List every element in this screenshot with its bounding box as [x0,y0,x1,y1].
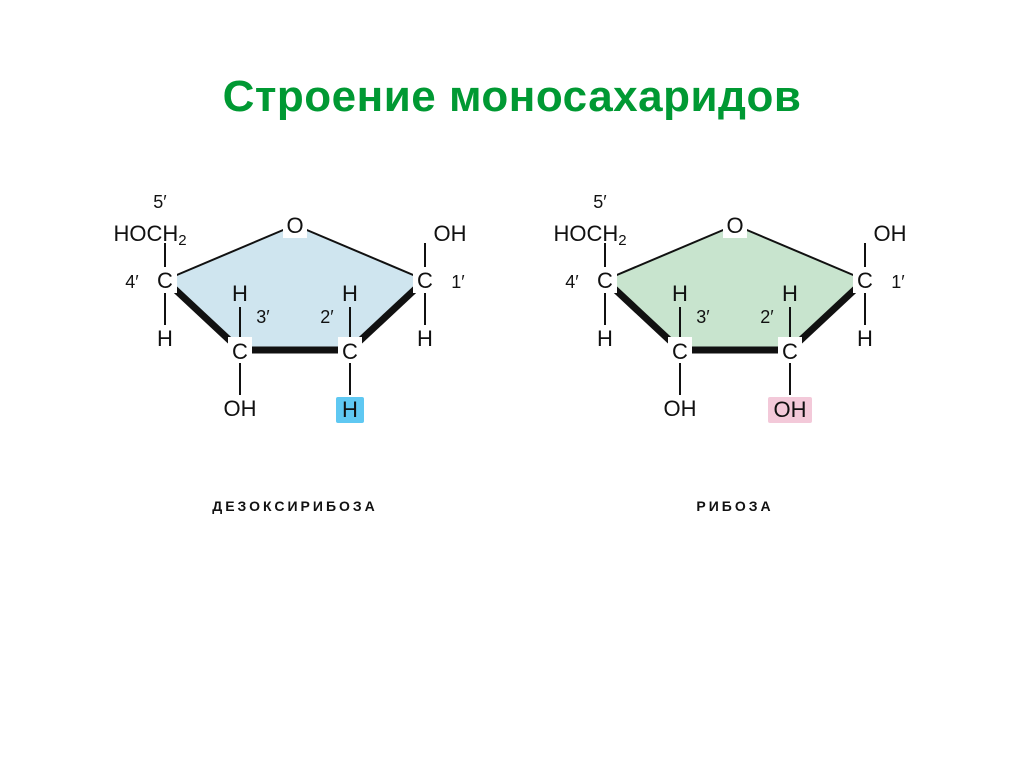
label-2prime: 2′ [760,307,774,327]
atom-H: H [857,326,873,351]
atom-OH: OH [434,221,467,246]
atom-OH: OH [664,396,697,421]
label-4prime: 4′ [565,272,579,292]
caption-ribose: РИБОЗА [540,498,930,514]
atom-H: H [232,281,248,306]
structure-ribose: O C OH H 1′ C HOCH2 5′ H 4′ C H OH 3′ C … [540,195,930,535]
highlight-atom: OH [774,397,807,422]
atom-HOCH2: HOCH2 [553,221,626,249]
atom-OH: OH [874,221,907,246]
label-5prime: 5′ [153,192,167,212]
atom-H: H [157,326,173,351]
label-1prime: 1′ [451,272,465,292]
structure-deoxyribose: O C OH H 1′ C HOCH2 5′ H 4′ C H OH 3′ C … [100,195,490,535]
label-3prime: 3′ [256,307,270,327]
label-4prime: 4′ [125,272,139,292]
atom-H: H [597,326,613,351]
atom-C1: C [857,268,873,293]
atom-C2: C [782,339,798,364]
label-3prime: 3′ [696,307,710,327]
atom-C1: C [417,268,433,293]
atom-O: O [726,213,743,238]
highlight-atom: H [342,397,358,422]
atom-C3: C [672,339,688,364]
atom-H: H [417,326,433,351]
atom-H: H [672,281,688,306]
atom-HOCH2: HOCH2 [113,221,186,249]
ring-fill [165,225,425,350]
label-5prime: 5′ [593,192,607,212]
atom-C2: C [342,339,358,364]
atom-H: H [782,281,798,306]
caption-deoxyribose: ДЕЗОКСИРИБОЗА [100,498,490,514]
molecule-svg: O C OH H 1′ C HOCH2 5′ H 4′ C H OH 3′ C … [540,195,930,485]
molecule-svg: O C OH H 1′ C HOCH2 5′ H 4′ C H OH 3′ C … [100,195,490,485]
atom-C4: C [597,268,613,293]
label-2prime: 2′ [320,307,334,327]
ring-fill [605,225,865,350]
atom-H: H [342,281,358,306]
atom-OH: OH [224,396,257,421]
atom-O: O [286,213,303,238]
atom-C3: C [232,339,248,364]
atom-C4: C [157,268,173,293]
page-title: Строение моносахаридов [0,72,1024,122]
label-1prime: 1′ [891,272,905,292]
